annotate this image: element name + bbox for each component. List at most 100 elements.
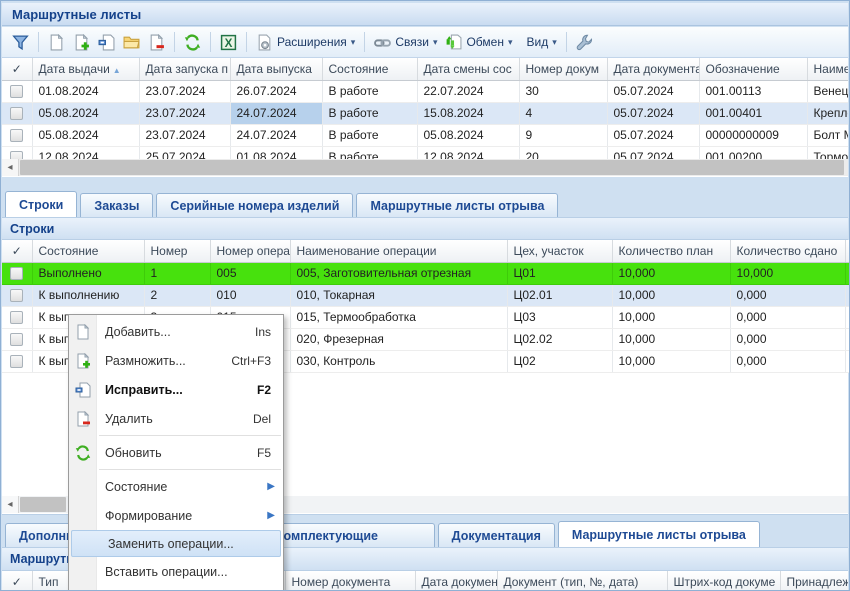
cell[interactable]: 0,000 [730,328,846,351]
column-header-name[interactable]: Наимен [807,58,848,81]
scrollbar-thumb[interactable] [20,497,66,512]
cell[interactable]: 0,000 [730,350,846,373]
cell[interactable]: Выполнено [32,262,145,285]
row-checkbox[interactable] [10,266,24,280]
cell[interactable]: 0,000 [730,284,846,307]
column-header-barcode[interactable]: Штрих-код докуме [667,571,781,590]
menu-item-insert-operations[interactable]: Вставить операции... [105,564,228,579]
tab-tear-off-routing-sheets[interactable]: Маршрутные листы отрыва [356,193,559,217]
extensions-menu-button[interactable]: Расширения ▾ [252,31,359,54]
row-checkbox[interactable] [10,332,24,346]
menu-item-generation[interactable]: Формирование ▶ [69,501,283,530]
cell[interactable]: 01.08.2024 [32,80,140,103]
column-header-qty-done[interactable]: Количество сдано [730,240,846,263]
row-checkbox[interactable] [10,288,24,302]
cell[interactable]: 00000000009 [699,124,808,147]
cell[interactable]: 10,000 [612,350,731,373]
menu-item-refresh[interactable]: Обновить F5 [69,438,283,467]
menu-item-replace-operations[interactable]: Заменить операции... [71,530,281,557]
tab-documentation[interactable]: Документация [437,523,555,547]
column-header-qty-plan[interactable]: Количество план [612,240,731,263]
cell[interactable]: Крепле [807,102,848,125]
cell[interactable]: 015, Термообработка [290,306,508,329]
check-column-header[interactable]: ✓ [2,571,33,590]
column-header-release-date[interactable]: Дата выпуска [230,58,323,81]
table-row-selected[interactable]: 05.08.2024 23.07.2024 24.07.2024 В работ… [2,102,848,125]
cell[interactable]: Ц02.02 [507,328,613,351]
links-menu-button[interactable]: Связи ▾ [370,31,441,54]
cell[interactable]: 10,000 [730,262,846,285]
cell[interactable]: 22.07.2024 [417,80,520,103]
row-checkbox-cell[interactable] [2,350,33,373]
filter-button[interactable] [8,31,33,54]
selected-cell[interactable]: 24.07.2024 [230,102,323,125]
cell[interactable]: 05.07.2024 [607,124,700,147]
menu-item-add[interactable]: Добавить... Ins [69,317,283,346]
scrollbar-thumb[interactable] [20,160,844,175]
row-checkbox[interactable] [10,128,24,142]
column-header-doc-date[interactable]: Дата документа [607,58,700,81]
cell[interactable]: 005 [210,262,291,285]
cell[interactable]: 001.00401 [699,102,808,125]
menu-item-state[interactable]: Состояние ▶ [69,472,283,501]
cell[interactable]: В работе [322,124,418,147]
cell[interactable]: Ц02.01 [507,284,613,307]
cell[interactable]: 24.07.2024 [230,124,323,147]
duplicate-button[interactable] [69,31,94,54]
row-checkbox-cell[interactable] [2,284,33,307]
cell[interactable]: 05.08.2024 [32,102,140,125]
column-header-state-change-date[interactable]: Дата смены сос [417,58,520,81]
row-checkbox[interactable] [10,84,24,98]
column-header-doc-date[interactable]: Дата документа [415,571,498,590]
scroll-left-button[interactable]: ◂ [2,496,19,513]
column-header-belonging[interactable]: Принадлежн [780,571,848,590]
horizontal-scrollbar[interactable]: ◂ [2,159,848,176]
check-column-header[interactable]: ✓ [2,240,33,263]
column-header-operation-number[interactable]: Номер опера [210,240,291,263]
cell[interactable]: 9 [519,124,608,147]
cell[interactable]: 05.08.2024 [32,124,140,147]
column-header-doc-number[interactable]: Номер документа [285,571,416,590]
column-header-operation-name[interactable]: Наименование операции [290,240,508,263]
table-row[interactable]: 05.08.2024 23.07.2024 24.07.2024 В работ… [2,124,848,147]
row-checkbox-cell[interactable] [2,80,33,103]
column-header-document[interactable]: Документ (тип, №, дата) [497,571,668,590]
view-menu-button[interactable]: Вид ▾ [523,32,561,52]
cell[interactable]: 05.08.2024 [417,124,520,147]
settings-button[interactable] [572,31,597,54]
row-checkbox-cell[interactable] [2,102,33,125]
cell[interactable]: Ц01 [507,262,613,285]
column-header-doc-number[interactable]: Номер докум [519,58,608,81]
cell[interactable]: Ц03 [507,306,613,329]
column-header-state[interactable]: Состояние [322,58,418,81]
cell[interactable]: 10,000 [612,284,731,307]
cell[interactable]: 05.07.2024 [607,102,700,125]
cell[interactable]: 030, Контроль [290,350,508,373]
row-checkbox-cell[interactable] [2,262,33,285]
add-button[interactable] [44,31,69,54]
menu-item-delete[interactable]: Удалить Del [69,404,283,433]
cell[interactable]: 10,000 [612,306,731,329]
column-header-issue-date[interactable]: Дата выдачи ▲ [32,58,140,81]
edit-button[interactable] [94,31,119,54]
cell[interactable]: 15.08.2024 [417,102,520,125]
cell[interactable]: 2 [144,284,211,307]
column-header-launch-date[interactable]: Дата запуска п [139,58,231,81]
cell[interactable]: 1 [144,262,211,285]
cell[interactable]: В работе [322,80,418,103]
delete-button[interactable] [144,31,169,54]
exchange-menu-button[interactable]: Обмен ▾ [441,31,516,54]
tab-tear-off-routing-sheets-bottom[interactable]: Маршрутные листы отрыва [557,521,760,547]
cell[interactable]: 23.07.2024 [139,80,231,103]
cell[interactable]: 010, Токарная [290,284,508,307]
export-excel-button[interactable]: X [216,31,241,54]
refresh-button[interactable] [180,31,205,54]
tab-serial-numbers[interactable]: Серийные номера изделий [156,193,354,217]
menu-item-edit[interactable]: Исправить... F2 [69,375,283,404]
cell[interactable]: 23.07.2024 [139,102,231,125]
cell[interactable]: 10,000 [612,262,731,285]
row-checkbox-cell[interactable] [2,124,33,147]
column-header-state[interactable]: Состояние [32,240,145,263]
cell[interactable]: 30 [519,80,608,103]
menu-item-duplicate[interactable]: Размножить... Ctrl+F3 [69,346,283,375]
